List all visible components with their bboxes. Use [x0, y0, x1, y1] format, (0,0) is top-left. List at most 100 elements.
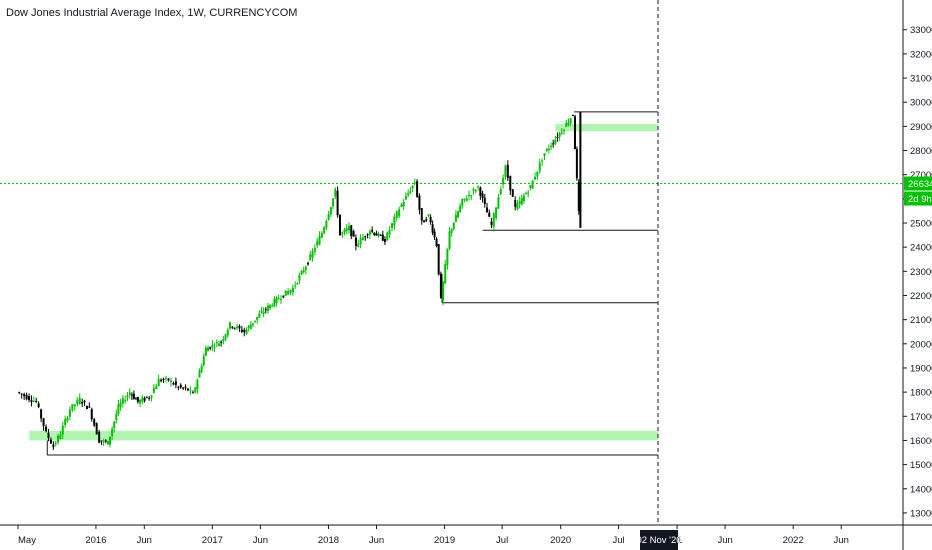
candle-body	[106, 440, 109, 445]
candle-body	[240, 329, 243, 332]
y-tick-label: 23000	[910, 267, 932, 278]
candle-body	[262, 311, 265, 314]
y-tick-label: 28000	[910, 146, 932, 157]
candle-body	[490, 221, 493, 226]
countdown-tag	[904, 191, 932, 206]
candle-body	[488, 212, 491, 217]
y-tick-label: 14000	[910, 484, 932, 495]
candle-body	[381, 234, 384, 241]
candle-body	[198, 370, 201, 378]
candle-body	[191, 392, 194, 394]
candle-body	[393, 216, 396, 226]
candle-body	[119, 402, 122, 407]
candle-body	[558, 133, 561, 137]
candle-body	[213, 347, 216, 349]
candle-body	[497, 197, 500, 209]
candle-body	[463, 198, 466, 200]
candle-body	[269, 304, 272, 309]
candle-body	[83, 400, 86, 403]
candle-body	[516, 203, 519, 210]
y-tick-label: 20000	[910, 339, 932, 350]
candle-body	[371, 229, 374, 232]
candle-body	[531, 180, 534, 189]
candle-body	[291, 287, 294, 293]
candle-body	[204, 347, 207, 356]
candle-body	[28, 396, 31, 400]
candle-body	[251, 323, 254, 326]
cursor-date-tag	[640, 530, 678, 550]
candle-body	[341, 232, 344, 235]
candle-body	[311, 250, 314, 258]
candle-body	[124, 400, 127, 402]
candle-body	[174, 381, 177, 385]
candle-body	[543, 153, 546, 157]
candle-body	[260, 311, 263, 313]
candle-body	[294, 285, 297, 287]
candle-body	[282, 295, 285, 298]
candle-body	[450, 228, 453, 233]
x-tick-label: Jun	[253, 535, 268, 546]
candle-body	[509, 175, 512, 191]
y-tick-label: 33000	[910, 25, 932, 36]
candle-body	[23, 394, 26, 397]
cursor-date-tag-label: 02 Nov '20	[636, 535, 681, 546]
candle-body	[457, 211, 460, 218]
candle-body	[117, 404, 120, 415]
candle-body	[179, 384, 182, 388]
y-tick-label: 19000	[910, 363, 932, 374]
candle-body	[495, 207, 498, 219]
candle-body	[459, 205, 462, 212]
candle-body	[224, 334, 227, 340]
candle-body	[277, 298, 280, 300]
candle-body	[150, 395, 153, 398]
candle-body	[511, 189, 514, 197]
candle-body	[71, 404, 74, 411]
candle-body	[196, 380, 199, 390]
candle-body	[352, 230, 355, 237]
candle-body	[172, 383, 175, 385]
candle-body	[78, 397, 81, 404]
candle-body	[177, 386, 180, 388]
y-tick-label: 22000	[910, 291, 932, 302]
candle-body	[273, 299, 276, 307]
candle-body	[184, 386, 187, 388]
candle-body	[377, 233, 380, 236]
support-zone	[29, 430, 659, 441]
candle-body	[20, 393, 23, 395]
y-tick-label: 15000	[910, 460, 932, 471]
current-price-tag-label: 26634	[908, 179, 932, 190]
candle-body	[431, 224, 434, 233]
x-tick-label: Jul	[496, 535, 508, 546]
candle-body	[538, 162, 541, 172]
y-tick-label: 31000	[910, 74, 932, 85]
candle-body	[57, 435, 60, 443]
candle-body	[249, 324, 252, 330]
candle-body	[238, 326, 241, 329]
candle-body	[556, 136, 559, 138]
candle-body	[407, 193, 410, 196]
candle-body	[454, 214, 457, 223]
candle-body	[452, 223, 455, 229]
candle-body	[81, 401, 84, 404]
y-tick-label: 25000	[910, 219, 932, 230]
candle-body	[95, 423, 98, 435]
candle-body	[329, 207, 332, 215]
candle-body	[111, 429, 114, 436]
candle-body	[529, 185, 532, 188]
candle-body	[364, 236, 367, 238]
y-tick-label: 32000	[910, 49, 932, 60]
candle-body	[533, 176, 536, 180]
candle-body	[545, 148, 548, 151]
candle-body	[233, 327, 236, 329]
candle-body	[145, 396, 148, 398]
candle-body	[479, 187, 482, 196]
candle-body	[420, 208, 423, 221]
x-tick-label: 2022	[783, 535, 804, 546]
candle-body	[167, 378, 170, 381]
candle-body	[66, 417, 69, 421]
candle-body	[338, 214, 341, 236]
x-tick-label: Jun	[717, 535, 732, 546]
candle-body	[275, 297, 278, 304]
candle-body	[104, 440, 107, 442]
